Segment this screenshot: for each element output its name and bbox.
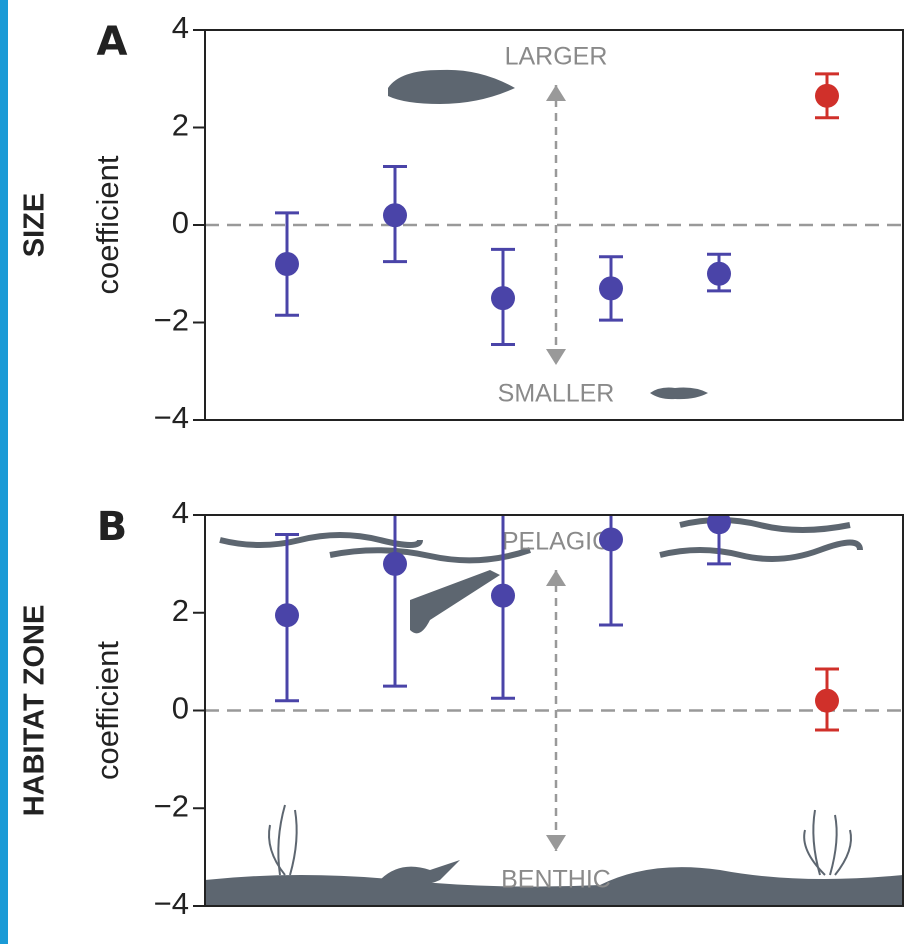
- y-axis-label: coefficient: [90, 641, 125, 780]
- seaweed: [268, 804, 852, 876]
- seafloor: [205, 867, 903, 906]
- y-tick-label: −2: [154, 303, 189, 338]
- point: [815, 83, 839, 108]
- row-label: HABITAT ZONE: [19, 605, 51, 817]
- y-tick-label: −4: [154, 400, 189, 435]
- point: [383, 551, 407, 576]
- point: [599, 527, 623, 552]
- y-tick-label: 0: [172, 205, 189, 240]
- y-tick-label: 2: [172, 108, 189, 143]
- panel-letter: B: [97, 504, 128, 550]
- plot-frame: [204, 514, 904, 907]
- arrow-head: [546, 85, 566, 101]
- arrow-head: [546, 835, 566, 851]
- point: [599, 276, 623, 301]
- arrow-head: [546, 349, 566, 365]
- plot-frame: [204, 29, 904, 421]
- plot-area: [275, 72, 839, 346]
- fish-small: [650, 387, 708, 400]
- edge-strip: [0, 0, 8, 944]
- y-tick-label: 4: [172, 495, 189, 530]
- y-tick-label: 4: [172, 10, 189, 45]
- top-annotation: PELAGIC: [502, 528, 610, 556]
- plot-area: [275, 515, 839, 732]
- y-tick-label: −2: [154, 788, 189, 823]
- top-annotation: LARGER: [505, 43, 608, 71]
- fish-large: [388, 69, 515, 104]
- panel-letter: A: [97, 19, 128, 65]
- y-tick-label: 2: [172, 593, 189, 628]
- y-tick-label: 0: [172, 691, 189, 726]
- waves: [219, 517, 863, 564]
- row-label: SIZE: [19, 193, 51, 257]
- bottom-annotation: SMALLER: [498, 380, 615, 408]
- point: [707, 261, 731, 286]
- point: [815, 688, 839, 713]
- bottom-fish: [380, 860, 460, 885]
- arrow-head: [546, 570, 566, 586]
- bottom-annotation: BENTHIC: [501, 866, 611, 894]
- point: [275, 252, 299, 276]
- point: [707, 515, 731, 535]
- point: [491, 583, 515, 608]
- y-tick-label: −4: [154, 886, 189, 921]
- y-axis-label: coefficient: [90, 155, 125, 294]
- point: [491, 286, 515, 311]
- point: [275, 603, 299, 628]
- point: [383, 203, 407, 228]
- squid: [410, 570, 500, 634]
